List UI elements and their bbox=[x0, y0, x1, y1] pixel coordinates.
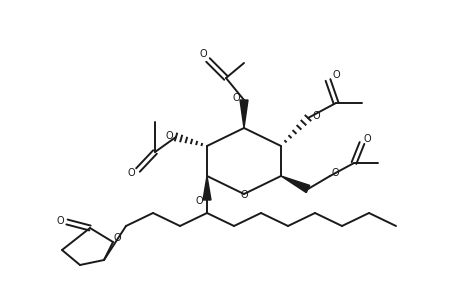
Text: O: O bbox=[312, 111, 319, 121]
Text: O: O bbox=[165, 131, 173, 141]
Text: O: O bbox=[195, 196, 202, 206]
Text: O: O bbox=[330, 168, 338, 178]
Text: O: O bbox=[56, 216, 64, 226]
Polygon shape bbox=[202, 176, 211, 200]
Text: O: O bbox=[331, 70, 339, 80]
Text: O: O bbox=[113, 233, 121, 243]
Text: O: O bbox=[363, 134, 370, 144]
Text: O: O bbox=[199, 49, 207, 59]
Polygon shape bbox=[240, 100, 247, 128]
Text: O: O bbox=[127, 168, 134, 178]
Polygon shape bbox=[280, 176, 309, 193]
Text: O: O bbox=[232, 93, 239, 103]
Text: O: O bbox=[240, 190, 247, 200]
